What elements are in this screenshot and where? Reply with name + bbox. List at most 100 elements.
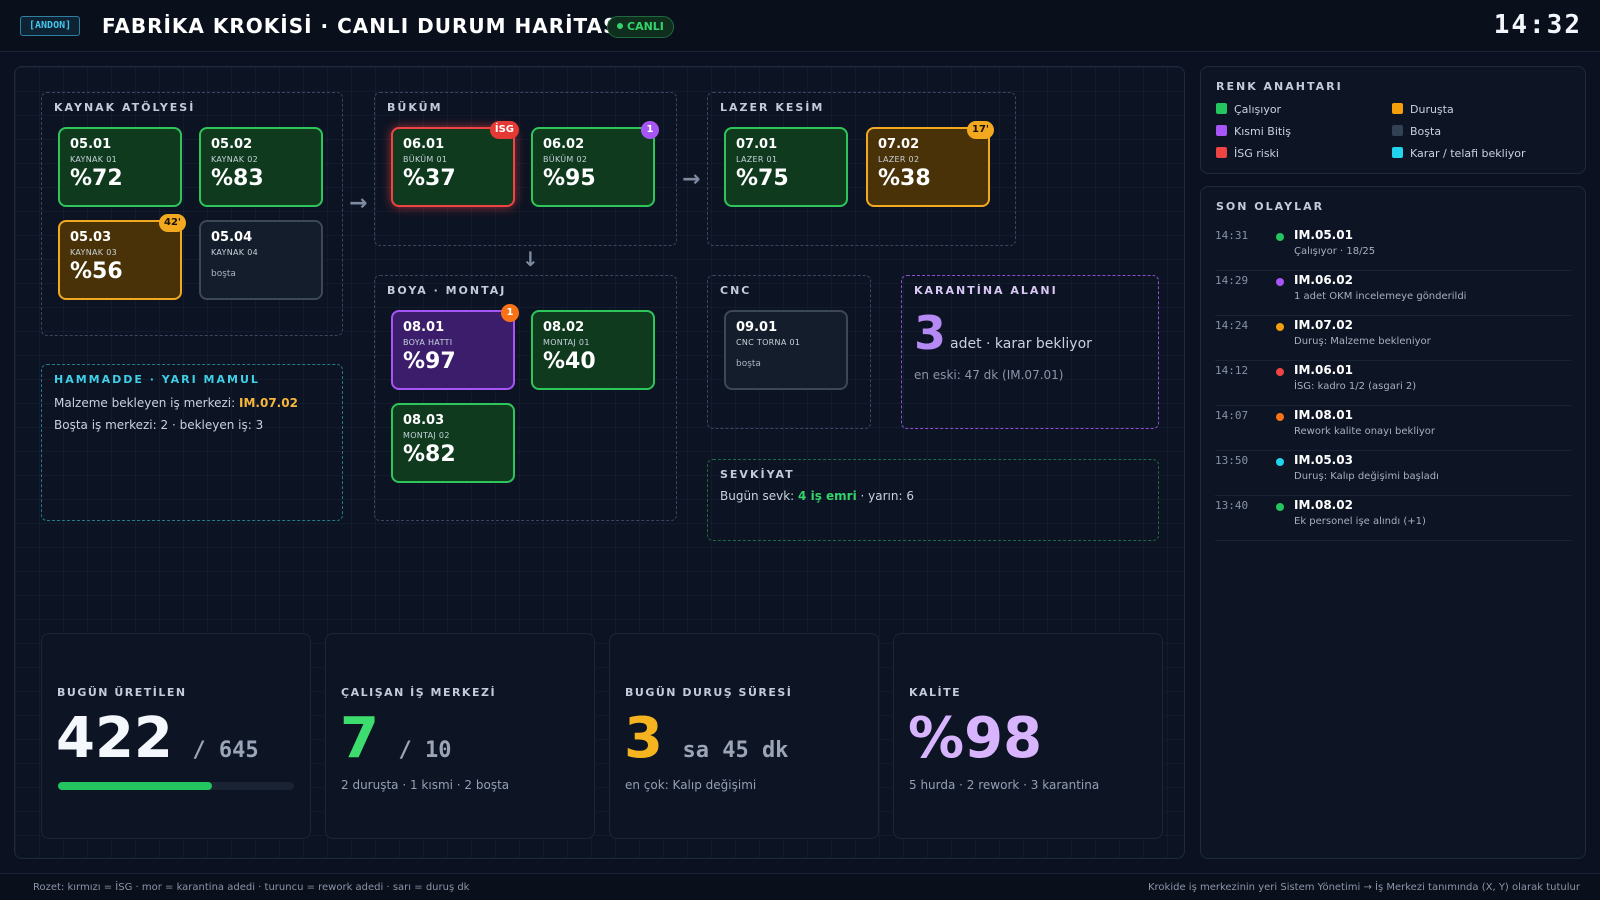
event-description: İSG: kadro 1/2 (asgari 2) xyxy=(1294,381,1417,392)
produced-target: / 645 xyxy=(192,738,259,763)
legend-label: Karar / telafi bekliyor xyxy=(1410,147,1526,160)
legend-swatch-icon xyxy=(1216,125,1227,136)
workcenter-08-02[interactable]: 08.02 MONTAJ 01 %40 xyxy=(531,310,655,390)
event-time: 14:31 xyxy=(1215,229,1249,242)
event-row[interactable]: 13:40 IM.08.02 Ek personel işe alındı (+1) xyxy=(1215,495,1571,541)
event-status-dot-icon xyxy=(1276,233,1284,241)
andon-tag: [ANDON] xyxy=(20,16,81,36)
produced-count: 422 xyxy=(56,706,173,771)
wc-id: 05.01 xyxy=(70,137,112,152)
material-waiting-wc: IM.07.02 xyxy=(239,396,298,410)
event-row[interactable]: 14:24 IM.07.02 Duruş: Malzeme bekleniyor xyxy=(1215,315,1571,361)
workcenter-05-03[interactable]: 42' 05.03 KAYNAK 03 %56 xyxy=(58,214,186,300)
downtime-hours: 3 xyxy=(624,706,663,771)
zone-kaynak: KAYNAK ATÖLYESİ 05.01 KAYNAK 01 %72 05.0… xyxy=(41,92,343,336)
wc-percent: %38 xyxy=(878,166,931,191)
workcenter-09-01[interactable]: 09.01 CNC TORNA 01 boşta xyxy=(724,310,848,390)
kpi-value: 3 sa 45 dk xyxy=(624,706,788,771)
event-time: 14:29 xyxy=(1215,274,1249,287)
event-time: 14:12 xyxy=(1215,364,1249,377)
event-row[interactable]: 14:29 IM.06.02 1 adet OKM incelemeye gönde… xyxy=(1215,270,1571,316)
workcenter-06-01[interactable]: İSG 06.01 BÜKÜM 01 %37 xyxy=(391,121,519,207)
wc-idle-label: boşta xyxy=(736,359,761,369)
rework-badge: 1 xyxy=(501,304,519,322)
workcenter-08-01[interactable]: 1 08.01 BOYA HATTI %97 xyxy=(391,304,519,390)
shipment-today: 4 iş emri xyxy=(798,489,857,503)
wc-id: 09.01 xyxy=(736,320,778,335)
wc-id: 06.02 xyxy=(543,137,585,152)
wc-name: KAYNAK 04 xyxy=(211,248,258,257)
wc-idle-label: boşta xyxy=(211,269,236,279)
produced-progress-bar xyxy=(58,782,294,790)
event-time: 14:24 xyxy=(1215,319,1249,332)
legend-label: Çalışıyor xyxy=(1234,103,1282,116)
workcenter-07-02[interactable]: 17' 07.02 LAZER 02 %38 xyxy=(866,121,994,207)
event-status-dot-icon xyxy=(1276,413,1284,421)
zone-bukum: BÜKÜM İSG 06.01 BÜKÜM 01 %37 1 06.02 BÜK… xyxy=(374,92,677,246)
wc-percent: %37 xyxy=(403,166,456,191)
footer: Rozet: kırmızı = İSG · mor = karantina a… xyxy=(0,873,1600,900)
event-description: Duruş: Kalıp değişimi başladı xyxy=(1294,471,1439,482)
kpi-produced: BUGÜN ÜRETİLEN 422 / 645 xyxy=(41,633,311,839)
event-status-dot-icon xyxy=(1276,323,1284,331)
wc-percent: %95 xyxy=(543,166,596,191)
zone-title: KAYNAK ATÖLYESİ xyxy=(54,101,196,114)
kpi-sub: en çok: Kalıp değişimi xyxy=(625,778,757,792)
legend-label: İSG riski xyxy=(1234,147,1279,160)
event-description: Duruş: Malzeme bekleniyor xyxy=(1294,336,1431,347)
flow-arrow-right-icon: → xyxy=(682,167,701,192)
event-row[interactable]: 14:12 IM.06.01 İSG: kadro 1/2 (asgari 2) xyxy=(1215,360,1571,406)
workcenter-05-01[interactable]: 05.01 KAYNAK 01 %72 xyxy=(58,127,182,207)
zone-karantina[interactable]: KARANTİNA ALANI 3 adet · karar bekliyor … xyxy=(901,275,1159,429)
workcenter-07-01[interactable]: 07.01 LAZER 01 %75 xyxy=(724,127,848,207)
legend-item: Kısmi Bitiş xyxy=(1216,125,1291,138)
event-row[interactable]: 14:07 IM.08.01 Rework kalite onayı bekliyo… xyxy=(1215,405,1571,451)
footer-note: Krokide iş merkezinin yeri Sistem Yöneti… xyxy=(1147,882,1580,893)
kpi-downtime: BUGÜN DURUŞ SÜRESİ 3 sa 45 dk en çok: Ka… xyxy=(609,633,879,839)
wc-id: 07.02 xyxy=(878,137,920,152)
zone-title: KARANTİNA ALANI xyxy=(914,284,1058,297)
wc-id: 08.03 xyxy=(403,413,445,428)
legend-label: Kısmi Bitiş xyxy=(1234,125,1291,138)
wc-id: 05.04 xyxy=(211,230,253,245)
wc-percent: %83 xyxy=(211,166,264,191)
kpi-value: 422 / 645 xyxy=(56,706,259,771)
wc-percent: %82 xyxy=(403,442,456,467)
event-row[interactable]: 14:31 IM.05.01 Çalışıyor · 18/25 xyxy=(1215,225,1571,271)
event-description: 1 adet OKM incelemeye gönderildi xyxy=(1294,291,1467,302)
workcenter-08-03[interactable]: 08.03 MONTAJ 02 %82 xyxy=(391,403,515,483)
legend-label: Duruşta xyxy=(1410,103,1454,116)
color-legend: RENK ANAHTARI Çalışıyor Duruşta Kısmi Biti… xyxy=(1200,66,1586,174)
page-title: FABRİKA KROKİSİ · CANLI DURUM HARİTASI xyxy=(102,14,627,38)
clock: 14:32 xyxy=(1493,10,1582,40)
idle-summary-line: Boşta iş merkezi: 2 · bekleyen iş: 3 xyxy=(54,418,264,432)
wc-id: 08.02 xyxy=(543,320,585,335)
legend-item: Duruşta xyxy=(1392,103,1454,116)
legend-item: Karar / telafi bekliyor xyxy=(1392,147,1526,160)
flow-arrow-down-icon: ↓ xyxy=(522,247,539,271)
workcenter-05-04[interactable]: 05.04 KAYNAK 04 boşta xyxy=(199,220,323,300)
legend-swatch-icon xyxy=(1392,147,1403,158)
wc-id: 08.01 xyxy=(403,320,445,335)
wc-name: KAYNAK 01 xyxy=(70,155,117,164)
wc-percent: %75 xyxy=(736,166,789,191)
event-workcenter: IM.08.01 xyxy=(1294,408,1353,422)
event-time: 14:07 xyxy=(1215,409,1249,422)
kpi-sub: 5 hurda · 2 rework · 3 karantina xyxy=(909,778,1100,792)
wc-name: CNC TORNA 01 xyxy=(736,338,801,347)
workcenter-05-02[interactable]: 05.02 KAYNAK 02 %83 xyxy=(199,127,323,207)
quarantine-badge: 1 xyxy=(641,121,659,139)
wc-name: BOYA HATTI xyxy=(403,338,453,347)
wc-name: MONTAJ 02 xyxy=(403,431,450,440)
zone-boya-montaj: BOYA · MONTAJ 1 08.01 BOYA HATTI %97 08.… xyxy=(374,275,677,521)
wc-percent: %72 xyxy=(70,166,123,191)
kpi-value: %98 xyxy=(908,706,1042,771)
quarantine-oldest: en eski: 47 dk (IM.07.01) xyxy=(914,368,1064,382)
material-waiting-label: Malzeme bekleyen iş merkezi: xyxy=(54,396,236,410)
wc-id: 06.01 xyxy=(403,137,445,152)
event-time: 13:50 xyxy=(1215,454,1249,467)
wc-id: 07.01 xyxy=(736,137,778,152)
workcenter-06-02[interactable]: 1 06.02 BÜKÜM 02 %95 xyxy=(531,121,659,207)
event-row[interactable]: 13:50 IM.05.03 Duruş: Kalıp değişimi başla… xyxy=(1215,450,1571,496)
event-workcenter: IM.06.02 xyxy=(1294,273,1353,287)
